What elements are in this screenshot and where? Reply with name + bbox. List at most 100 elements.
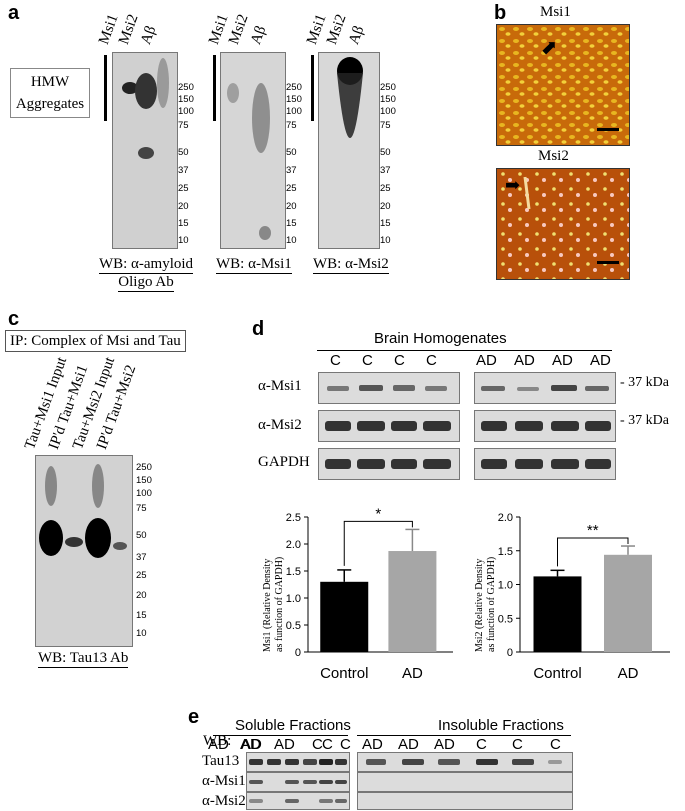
bands: [249, 780, 347, 784]
lane-label: AD: [514, 352, 535, 369]
lane-label: C: [394, 352, 405, 369]
caption-text: WB: α-Msi1: [216, 256, 292, 274]
lane-label: AD: [398, 736, 419, 753]
lane-label: AD: [434, 736, 455, 753]
lanes-ad: AD AD AD AD: [474, 352, 614, 372]
row-label-msi1: α-Msi1: [202, 773, 246, 789]
x-category-label: AD: [402, 665, 423, 682]
blot-e-soluble-tau13: [246, 752, 350, 772]
lane-label: C: [512, 736, 523, 753]
bands: [249, 759, 347, 765]
panel-letter-a: a: [8, 2, 20, 24]
x-category-label: Control: [533, 665, 581, 682]
mw-label: 250: [136, 462, 152, 473]
mw-label: 10: [286, 235, 297, 246]
blot-e-soluble-msi2: [246, 792, 350, 810]
mw-label: 250: [380, 82, 396, 93]
kda-label: - 37 kDa: [620, 375, 669, 390]
hmw-bracket: [104, 55, 107, 121]
significance-bracket: [557, 537, 629, 567]
lane-label: AD: [241, 736, 262, 753]
caption-text: WB: Tau13 Ab: [38, 650, 129, 668]
mw-ladder-a1: 250 150 100 75 50 37 25 20 15 10: [178, 52, 208, 247]
mw-label: 100: [286, 106, 302, 117]
bar-control: [533, 576, 582, 652]
blot-e-soluble-msi1: [246, 772, 350, 792]
mw-label: 75: [380, 120, 391, 131]
lane-label: AD: [362, 736, 383, 753]
lane-label: C: [340, 736, 351, 753]
hmw-label-line1: HMW: [30, 74, 70, 90]
y-tick-label: 0: [507, 647, 513, 659]
lane-label: AD: [208, 736, 229, 753]
blot-d-msi2-ad: [474, 410, 616, 442]
x-category-label: AD: [618, 665, 639, 682]
bands: [325, 421, 451, 431]
afm-msi2-label: Msi2: [538, 148, 569, 164]
row-label-msi2: α-Msi2: [258, 417, 302, 433]
y-axis-label-line: Msi2 (Relative Density: [474, 559, 485, 652]
panel-letter-e: e: [188, 706, 200, 728]
blot-msi2: [318, 52, 380, 249]
y-tick-label: 0.5: [498, 613, 513, 625]
mw-ladder-c: 250 150 100 75 50 37 25 20 15 10: [136, 455, 166, 645]
blot-tau13-bands: [39, 464, 127, 558]
soluble-underline: [213, 735, 348, 736]
blot-amyloid-oligo: [112, 52, 178, 249]
mw-label: 20: [178, 201, 189, 212]
row-label-gapdh: GAPDH: [258, 454, 310, 470]
x-category-label: Control: [320, 665, 368, 682]
mw-label: 50: [136, 530, 147, 541]
panel-letter-c: c: [8, 308, 20, 330]
significance-marker: **: [587, 522, 599, 539]
y-tick-label: 1.0: [286, 593, 301, 605]
afm-msi1-label: Msi1: [540, 4, 571, 20]
lane-label: C: [550, 736, 561, 753]
blot-e-insoluble-tau13: [357, 752, 573, 772]
blot-tau13: [35, 455, 133, 647]
bands: [481, 421, 611, 431]
mw-label: 150: [286, 94, 302, 105]
wb-label: WB:: [203, 733, 232, 749]
insoluble-header: Insoluble Fractions: [438, 717, 564, 734]
ip-title: IP: Complex of Msi and Tau: [10, 333, 181, 349]
panel-letter-d: d: [252, 318, 265, 340]
y-tick-label: 2.5: [286, 512, 301, 524]
blot-e-insoluble-msi1: [357, 772, 573, 792]
blot-d-gapdh-ad: [474, 448, 616, 480]
mw-label: 25: [178, 183, 189, 194]
mw-label: 37: [286, 165, 297, 176]
mw-label: 150: [380, 94, 396, 105]
afm-image-msi1: ➡: [496, 24, 630, 146]
mw-label: 37: [380, 165, 391, 176]
bar-chart-msi2: Msi2 (Relative Densityas function of GAP…: [474, 512, 670, 682]
hmw-aggregates-label: HMW Aggregates: [10, 68, 90, 118]
y-tick-label: 0.5: [286, 620, 301, 632]
mw-label: 10: [380, 235, 391, 246]
lane-label: AD: [476, 352, 497, 369]
mw-label: 10: [136, 628, 147, 639]
lane-label: Aβ: [138, 23, 160, 47]
caption-line2: Oligo Ab: [118, 274, 174, 292]
afm-msi2-texture: [497, 169, 629, 279]
caption-msi2: WB: α-Msi2: [313, 256, 389, 274]
blot-d-msi1-ad: [474, 372, 616, 404]
bar-chart-msi1: Msi1 (Relative Densityas function of GAP…: [262, 505, 453, 682]
blot-d-msi2-control: [318, 410, 460, 442]
y-tick-label: 0: [295, 647, 301, 659]
bands: [481, 385, 609, 391]
lane-label: AD: [240, 736, 261, 753]
kda-label: - 37 kDa: [620, 413, 669, 428]
bands: [325, 459, 451, 469]
y-tick-label: 1.5: [286, 566, 301, 578]
header-underline: [317, 350, 612, 351]
mw-ladder-a3: 250 150 100 75 50 37 25 20 15 10: [380, 52, 410, 247]
mw-ladder-a2: 250 150 100 75 50 37 25 20 15 10: [286, 52, 316, 247]
y-axis-label: Msi1 (Relative Densityas function of GAP…: [262, 557, 285, 652]
mw-label: 20: [136, 590, 147, 601]
mw-label: 25: [380, 183, 391, 194]
caption-line1: WB: α-amyloid: [98, 256, 194, 274]
blot-msi2-bands: [337, 57, 363, 138]
mw-label: 75: [136, 503, 147, 514]
lane-label: C: [330, 352, 341, 369]
